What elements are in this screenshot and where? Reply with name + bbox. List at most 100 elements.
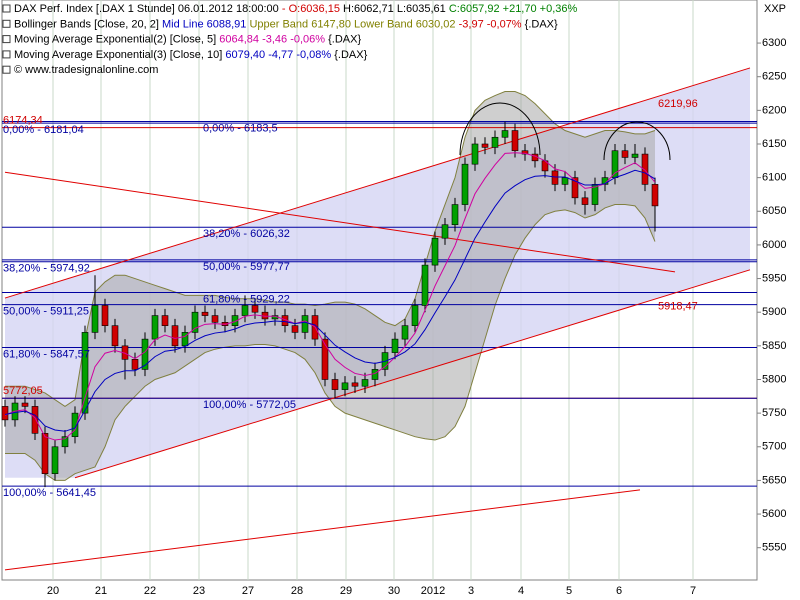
- candle-body: [471, 143, 479, 165]
- legend-line: Moving Average Exponential(2) [Close, 5]…: [14, 34, 361, 46]
- x-tick-label: 22: [144, 585, 156, 597]
- line-layer: [2, 67, 757, 571]
- candle-body: [291, 325, 299, 333]
- x-tick-label: 3: [468, 585, 474, 597]
- legend-icon: [2, 35, 11, 44]
- candle-body: [511, 130, 519, 152]
- candle-body: [31, 406, 39, 434]
- candle-body: [631, 153, 639, 158]
- legend-text: Mid Line 6088,91: [162, 18, 249, 30]
- legend-text: © www.tradesignalonline.com: [14, 64, 158, 76]
- candle-body: [361, 379, 369, 387]
- top-arcs: [459, 102, 671, 161]
- candle-body: [151, 315, 159, 340]
- candle-body: [171, 325, 179, 347]
- candle-body: [251, 305, 259, 313]
- candle-body: [391, 338, 399, 353]
- corner-label: XXP: [764, 3, 786, 15]
- y-tick-label: 6250: [762, 71, 786, 83]
- text-layer: 5550 5600 5650 5700 5750 5800 5850 5900 5950 6000…: [2, 3, 786, 597]
- legend-line: Bollinger Bands [Close, 20, 2] Mid Line …: [14, 18, 558, 30]
- trend-line: [4, 489, 641, 571]
- x-tick-label: 4: [518, 585, 524, 597]
- x-tick-label: 28: [291, 585, 303, 597]
- y-tick-label: 6050: [762, 205, 786, 217]
- y-tick-label: 5550: [762, 542, 786, 554]
- candle-body: [41, 433, 49, 474]
- trend-line: [74, 269, 751, 479]
- band-fill: [5, 91, 655, 481]
- candle-body: [21, 402, 29, 407]
- candle-body: [571, 177, 579, 199]
- candle-body: [201, 311, 209, 316]
- candle-body: [491, 136, 499, 148]
- candle-body: [411, 305, 419, 326]
- candle-body: [431, 237, 439, 266]
- candle-body: [51, 446, 59, 474]
- legend-text: Moving Average Exponential(3) [Close, 10…: [14, 49, 225, 61]
- x-tick-label: 5: [566, 585, 572, 597]
- x-tick-label: 20: [47, 585, 59, 597]
- ema-line: [4, 152, 656, 441]
- candle-body: [441, 224, 449, 239]
- candle-body: [651, 184, 659, 207]
- legend-text: 6064,84 -3,46 -0,06%: [219, 34, 328, 46]
- y-tick-label: 5700: [762, 441, 786, 453]
- x-tick-label: 27: [242, 585, 254, 597]
- candle-body: [191, 311, 199, 333]
- level-label: 38,20% - 5974,92: [3, 263, 90, 275]
- x-tick-label: 29: [340, 585, 352, 597]
- candle-body: [561, 177, 569, 185]
- legend-text: DAX Perf. Index [.DAX 1 Stunde] 06.01.20…: [14, 3, 282, 15]
- candle-body: [351, 382, 359, 387]
- legend-line: Moving Average Exponential(3) [Close, 10…: [14, 49, 368, 61]
- legend-icon: [2, 65, 11, 74]
- candle-body: [1, 406, 9, 421]
- x-tick-label: 2012: [421, 585, 445, 597]
- candle-body: [321, 338, 329, 380]
- level-label: 0,00% - 6183,5: [203, 122, 278, 134]
- candle-body: [61, 436, 69, 448]
- indicator-layer: [4, 152, 656, 441]
- x-tick-label: 6: [616, 585, 622, 597]
- y-tick-label: 5950: [762, 272, 786, 284]
- trend-line: [4, 171, 676, 273]
- x-tick-label: 21: [95, 585, 107, 597]
- candle-body: [301, 315, 309, 333]
- candle-body: [481, 143, 489, 148]
- legend-text: 6079,40 -4,77 -0,08%: [225, 49, 334, 61]
- legend-text: H:6062,71 L:6035,61: [343, 3, 449, 15]
- candle-body: [111, 325, 119, 347]
- y-tick-label: 6100: [762, 172, 786, 184]
- legend-text: -3,97 -0,07%: [459, 18, 525, 30]
- candle-body: [461, 163, 469, 205]
- legend-text: - O:6036,15: [282, 3, 343, 15]
- candle-body: [131, 359, 139, 370]
- candle-body: [641, 153, 649, 185]
- band-upper: [5, 91, 656, 408]
- legend-text: Bollinger Bands [Close, 20, 2]: [14, 18, 162, 30]
- legend-text: {.DAX}: [525, 18, 558, 30]
- candle-body: [211, 315, 219, 323]
- y-tick-label: 5800: [762, 373, 786, 385]
- x-tick-label: 30: [388, 585, 400, 597]
- candle-body: [161, 315, 169, 326]
- candle-body: [81, 332, 89, 414]
- y-tick-label: 5600: [762, 508, 786, 520]
- candle-body: [501, 130, 509, 138]
- candle-body: [101, 305, 109, 326]
- ema-line: [4, 169, 656, 432]
- y-tick-label: 6200: [762, 104, 786, 116]
- legend-line: DAX Perf. Index [.DAX 1 Stunde] 06.01.20…: [14, 3, 577, 15]
- level-label: 6174,34: [3, 115, 43, 127]
- level-label: 100,00% - 5641,45: [3, 487, 96, 499]
- legend-text: C:6057,92 +21,70 +0,36%: [449, 3, 578, 15]
- y-tick-label: 5750: [762, 407, 786, 419]
- candle-body: [521, 150, 529, 155]
- level-label: 100,00% - 5772,05: [203, 399, 296, 411]
- y-tick-label: 6000: [762, 239, 786, 251]
- legend-line: © www.tradesignalonline.com: [14, 64, 158, 76]
- x-tick-label: 7: [690, 585, 696, 597]
- trend-line: [4, 67, 751, 299]
